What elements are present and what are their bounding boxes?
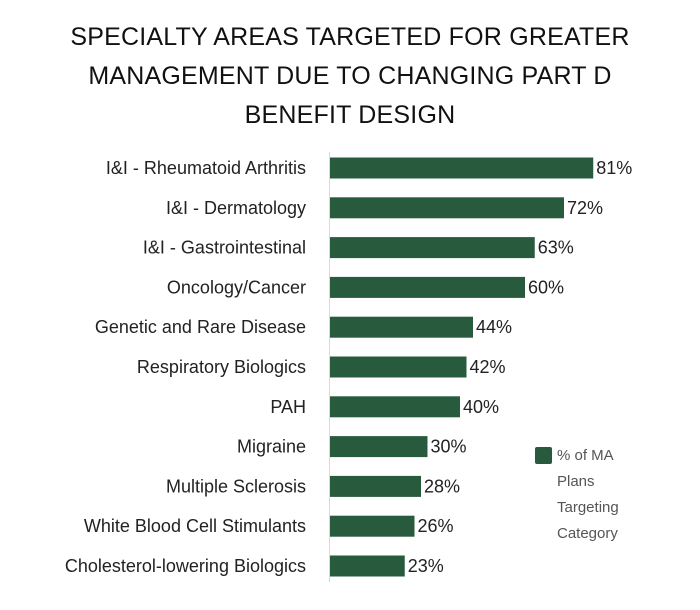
bar: [330, 555, 405, 577]
data-label: 30%: [431, 437, 467, 457]
data-label: 26%: [418, 516, 454, 536]
data-label: 23%: [408, 556, 444, 576]
data-label: 81%: [596, 158, 632, 178]
bar: [330, 157, 594, 179]
data-label: 40%: [463, 397, 499, 417]
bar: [330, 276, 525, 298]
data-label: 60%: [528, 277, 564, 297]
bar: [330, 515, 415, 537]
data-label: 72%: [567, 198, 603, 218]
category-label: Multiple Sclerosis: [166, 476, 306, 496]
category-label: I&I - Rheumatoid Arthritis: [106, 158, 306, 178]
category-label: I&I - Gastrointestinal: [143, 238, 306, 258]
category-label: I&I - Dermatology: [166, 198, 306, 218]
bar: [330, 237, 535, 259]
bar: [330, 396, 460, 418]
category-label: Oncology/Cancer: [167, 277, 306, 297]
category-label: PAH: [270, 397, 306, 417]
category-label: Respiratory Biologics: [137, 357, 306, 377]
bar: [330, 316, 473, 338]
category-label: Migraine: [237, 437, 306, 457]
bar: [330, 197, 564, 219]
bar: [330, 436, 428, 458]
data-label: 28%: [424, 476, 460, 496]
data-label: 42%: [470, 357, 506, 377]
bar: [330, 475, 421, 497]
data-label: 44%: [476, 317, 512, 337]
legend-label: % of MA Plans Targeting Category: [557, 447, 619, 542]
category-label: Cholesterol-lowering Biologics: [65, 556, 306, 576]
data-label: 63%: [538, 238, 574, 258]
bar: [330, 356, 467, 378]
category-label: Genetic and Rare Disease: [95, 317, 306, 337]
chart-title: SPECIALTY AREAS TARGETED FOR GREATER MAN…: [70, 23, 630, 129]
category-label: White Blood Cell Stimulants: [84, 516, 306, 536]
legend-swatch: [535, 447, 552, 464]
